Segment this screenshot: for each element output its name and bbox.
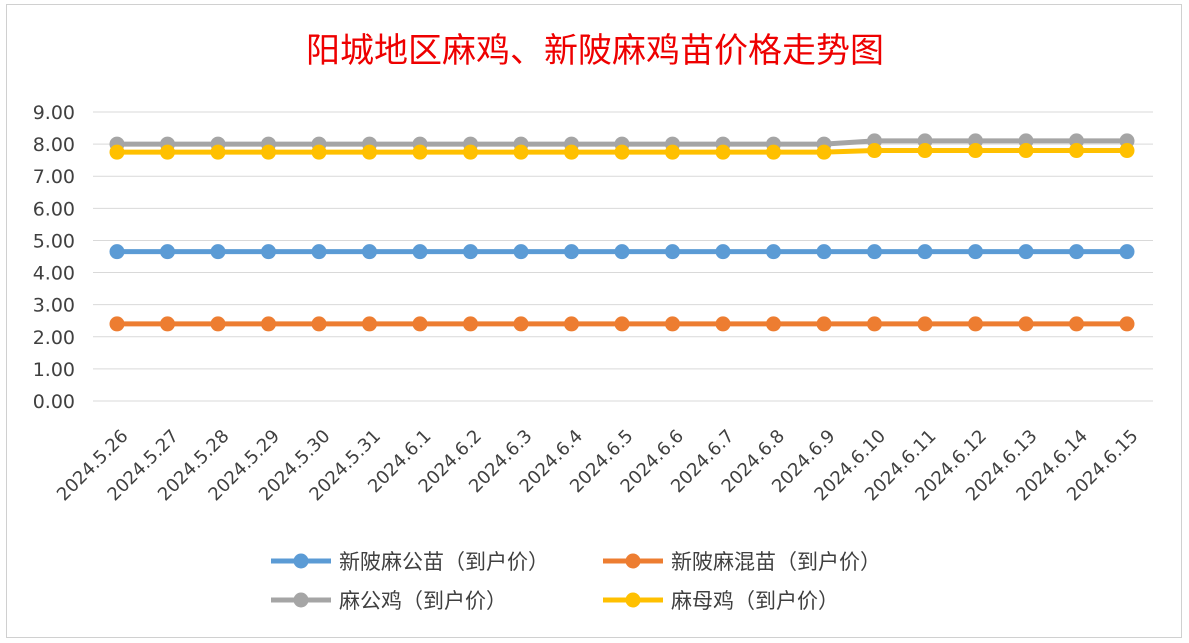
data-point [715,316,731,332]
data-point [564,144,579,160]
legend: 新陂麻公苗（到户价） 新陂麻混苗（到户价） 麻公鸡（到户价） 麻母鸡（到户价） [271,550,881,613]
data-point [513,144,529,160]
data-point [412,244,428,260]
data-point [917,143,933,159]
data-point [1018,316,1034,332]
data-point [614,144,630,160]
data-point [513,316,529,332]
data-point [463,244,478,260]
data-point [816,316,832,332]
data-point [665,244,680,260]
x-axis-ticks: 2024.5.262024.5.272024.5.282024.5.292024… [53,426,1143,506]
legend-label: 麻母鸡（到户价） [671,589,839,613]
data-point [917,316,933,332]
data-point [362,244,377,260]
legend-marker [625,592,641,608]
data-point [564,316,579,332]
legend-label: 麻公鸡（到户价） [339,589,507,613]
legend-marker [293,553,309,569]
data-point [766,244,781,260]
data-point [412,316,428,332]
data-point [968,244,983,260]
data-point [614,244,630,260]
data-point [665,144,680,160]
data-point [968,316,983,332]
data-point [665,316,680,332]
data-point [210,144,226,160]
data-point [1119,244,1135,260]
data-point [513,244,529,260]
chart-title: 阳城地区麻鸡、新陂麻鸡苗价格走势图 [306,31,884,71]
series-1 [109,244,1135,260]
legend-marker [293,592,309,608]
series-layer [109,133,1135,332]
y-tick-label: 2.00 [33,327,75,349]
data-point [210,244,226,260]
legend-label: 新陂麻混苗（到户价） [671,550,881,574]
legend-item: 新陂麻公苗（到户价） [271,550,549,574]
data-point [715,144,731,160]
data-point [1018,143,1034,159]
y-tick-label: 0.00 [33,391,75,413]
data-point [766,316,781,332]
y-tick-label: 5.00 [33,230,75,252]
data-point [1069,143,1084,159]
data-point [867,316,882,332]
data-point [564,244,579,260]
data-point [210,316,226,332]
y-tick-label: 9.00 [33,102,75,124]
data-point [463,144,478,160]
y-tick-label: 3.00 [33,295,75,317]
data-point [1119,316,1135,332]
legend-label: 新陂麻公苗（到户价） [339,550,549,574]
line-chart: 阳城地区麻鸡、新陂麻鸡苗价格走势图 0.00 1.00 2.00 3.00 4.00 5.… [33,31,1153,613]
legend-item: 麻公鸡（到户价） [271,589,507,613]
data-point [311,316,327,332]
legend-marker [625,553,641,569]
legend-item: 新陂麻混苗（到户价） [603,550,881,574]
data-point [614,316,630,332]
y-axis-ticks: 0.00 1.00 2.00 3.00 4.00 5.00 6.00 7.00 8.00 9.00 [33,102,75,413]
data-point [867,143,882,159]
series-4 [109,143,1135,160]
data-point [261,144,276,160]
data-point [968,143,983,159]
data-point [109,244,125,260]
data-point [463,316,478,332]
data-point [1119,143,1135,159]
data-point [412,144,428,160]
data-point [311,144,327,160]
y-tick-label: 1.00 [33,359,75,381]
data-point [1069,244,1084,260]
data-point [867,244,882,260]
data-point [160,244,175,260]
data-point [160,316,175,332]
data-point [362,316,377,332]
data-point [816,244,832,260]
chart-frame: 阳城地区麻鸡、新陂麻鸡苗价格走势图 0.00 1.00 2.00 3.00 4.00 5.… [6,4,1182,638]
y-tick-label: 8.00 [33,134,75,156]
data-point [261,244,276,260]
data-point [362,144,377,160]
data-point [816,144,832,160]
data-point [109,144,125,160]
y-tick-label: 6.00 [33,198,75,220]
data-point [766,144,781,160]
y-tick-label: 7.00 [33,166,75,188]
data-point [311,244,327,260]
data-point [715,244,731,260]
series-2 [109,316,1135,332]
data-point [261,316,276,332]
data-point [1069,316,1084,332]
data-point [917,244,933,260]
data-point [160,144,175,160]
data-point [109,316,125,332]
data-point [1018,244,1034,260]
y-tick-label: 4.00 [33,263,75,285]
legend-item: 麻母鸡（到户价） [603,589,839,613]
